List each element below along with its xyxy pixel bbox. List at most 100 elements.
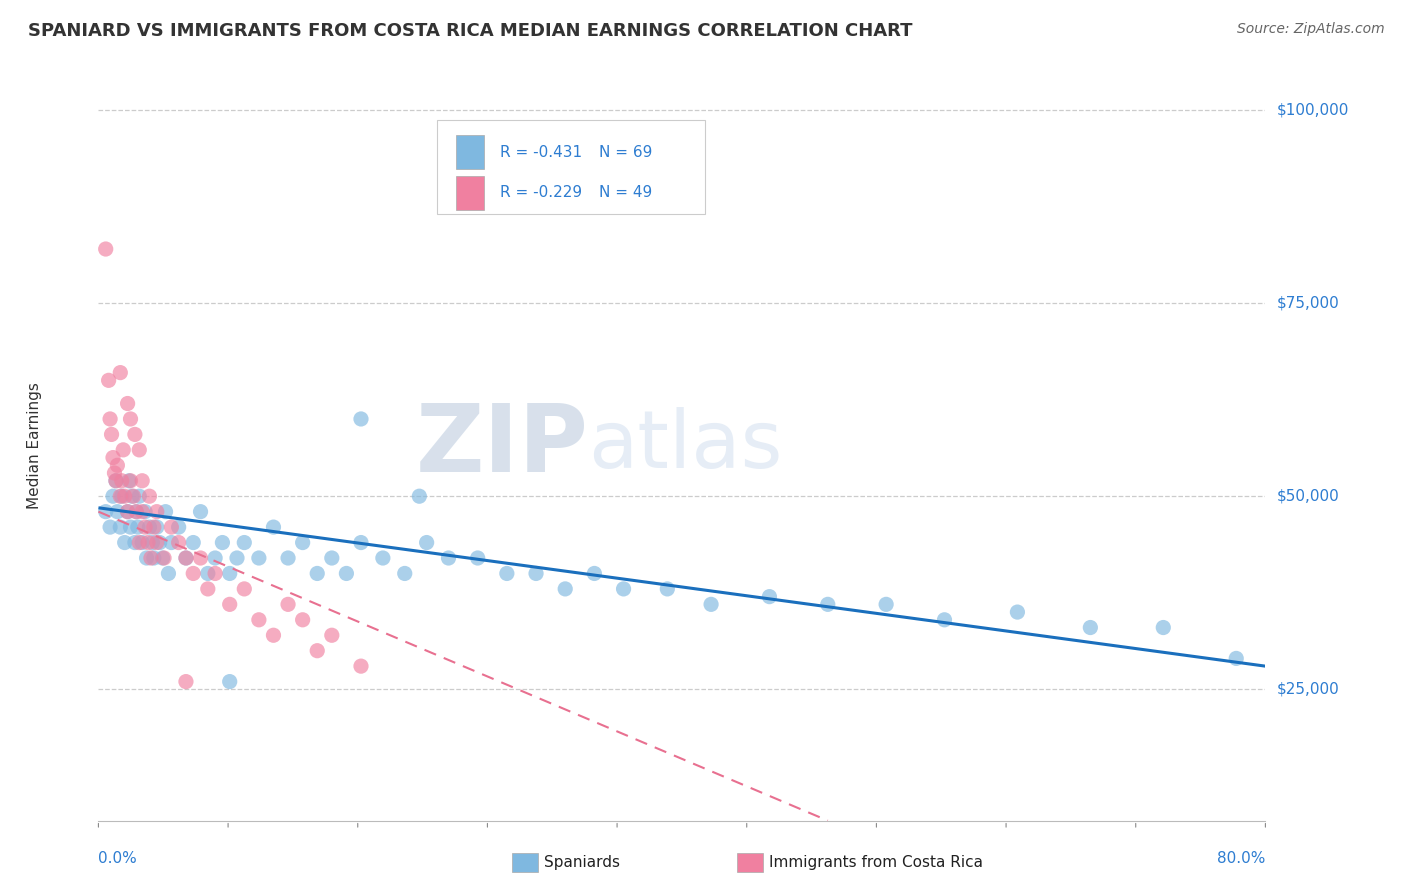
Point — [138, 489, 160, 503]
Point — [875, 598, 897, 612]
Point — [98, 412, 121, 426]
Point — [134, 520, 156, 534]
Point — [111, 474, 134, 488]
Point — [94, 242, 117, 256]
Point — [415, 535, 437, 549]
Point — [277, 598, 299, 612]
Text: atlas: atlas — [589, 407, 783, 485]
Point — [218, 598, 240, 612]
Point — [117, 505, 139, 519]
Point — [142, 520, 165, 534]
Point — [146, 520, 169, 534]
Text: Median Earnings: Median Earnings — [27, 383, 42, 509]
Point — [125, 505, 148, 519]
Point — [437, 551, 460, 566]
Point — [233, 582, 256, 596]
Point — [124, 427, 146, 442]
Point — [934, 613, 956, 627]
Point — [247, 613, 270, 627]
Point — [105, 505, 128, 519]
Text: N = 49: N = 49 — [599, 186, 652, 200]
Point — [350, 659, 373, 673]
Point — [408, 489, 430, 503]
FancyBboxPatch shape — [437, 120, 706, 214]
Text: 0.0%: 0.0% — [98, 851, 138, 866]
Point — [127, 520, 149, 534]
Point — [101, 489, 124, 503]
Point — [1007, 605, 1029, 619]
Point — [218, 566, 240, 581]
FancyBboxPatch shape — [456, 135, 484, 169]
Point — [167, 535, 190, 549]
Point — [321, 628, 343, 642]
Point — [817, 598, 839, 612]
Point — [121, 489, 143, 503]
Point — [142, 551, 165, 566]
Point — [218, 674, 240, 689]
Point — [128, 442, 150, 457]
Point — [262, 520, 284, 534]
Point — [350, 412, 373, 426]
Point — [135, 551, 157, 566]
Point — [118, 474, 141, 488]
Point — [496, 566, 519, 581]
Point — [160, 520, 183, 534]
Text: ZIP: ZIP — [416, 400, 589, 492]
Text: $75,000: $75,000 — [1277, 295, 1340, 310]
FancyBboxPatch shape — [456, 176, 484, 210]
Text: SPANIARD VS IMMIGRANTS FROM COSTA RICA MEDIAN EARNINGS CORRELATION CHART: SPANIARD VS IMMIGRANTS FROM COSTA RICA M… — [28, 22, 912, 40]
Point — [291, 613, 314, 627]
Point — [117, 505, 139, 519]
Point — [146, 535, 169, 549]
Point — [524, 566, 547, 581]
Point — [94, 505, 117, 519]
Point — [174, 551, 197, 566]
Point — [277, 551, 299, 566]
Point — [197, 582, 219, 596]
Point — [307, 643, 329, 657]
Point — [103, 466, 125, 480]
Point — [204, 551, 226, 566]
Point — [149, 535, 172, 549]
Point — [128, 535, 150, 549]
Point — [97, 373, 120, 387]
Point — [120, 474, 142, 488]
Point — [321, 551, 343, 566]
Point — [233, 535, 256, 549]
Point — [247, 551, 270, 566]
Point — [167, 520, 190, 534]
Point — [139, 551, 162, 566]
Point — [117, 396, 139, 410]
Point — [120, 412, 142, 426]
Point — [226, 551, 249, 566]
Point — [111, 489, 134, 503]
Point — [307, 566, 329, 581]
Text: $50,000: $50,000 — [1277, 489, 1340, 504]
Point — [190, 505, 212, 519]
Point — [371, 551, 394, 566]
Point — [181, 535, 204, 549]
Point — [136, 535, 159, 549]
Text: Source: ZipAtlas.com: Source: ZipAtlas.com — [1237, 22, 1385, 37]
Text: 80.0%: 80.0% — [1218, 851, 1265, 866]
Text: R = -0.431: R = -0.431 — [501, 145, 582, 160]
Point — [110, 366, 132, 380]
Point — [104, 474, 127, 488]
Point — [155, 505, 177, 519]
Point — [98, 520, 121, 534]
Point — [657, 582, 679, 596]
Point — [335, 566, 357, 581]
Point — [128, 489, 150, 503]
Point — [174, 674, 197, 689]
Point — [160, 535, 183, 549]
Point — [146, 505, 169, 519]
Point — [112, 442, 135, 457]
Text: Immigrants from Costa Rica: Immigrants from Costa Rica — [769, 855, 983, 870]
Point — [758, 590, 780, 604]
Point — [110, 520, 132, 534]
Point — [124, 535, 146, 549]
Point — [350, 535, 373, 549]
Point — [138, 520, 160, 534]
Point — [197, 566, 219, 581]
Point — [262, 628, 284, 642]
